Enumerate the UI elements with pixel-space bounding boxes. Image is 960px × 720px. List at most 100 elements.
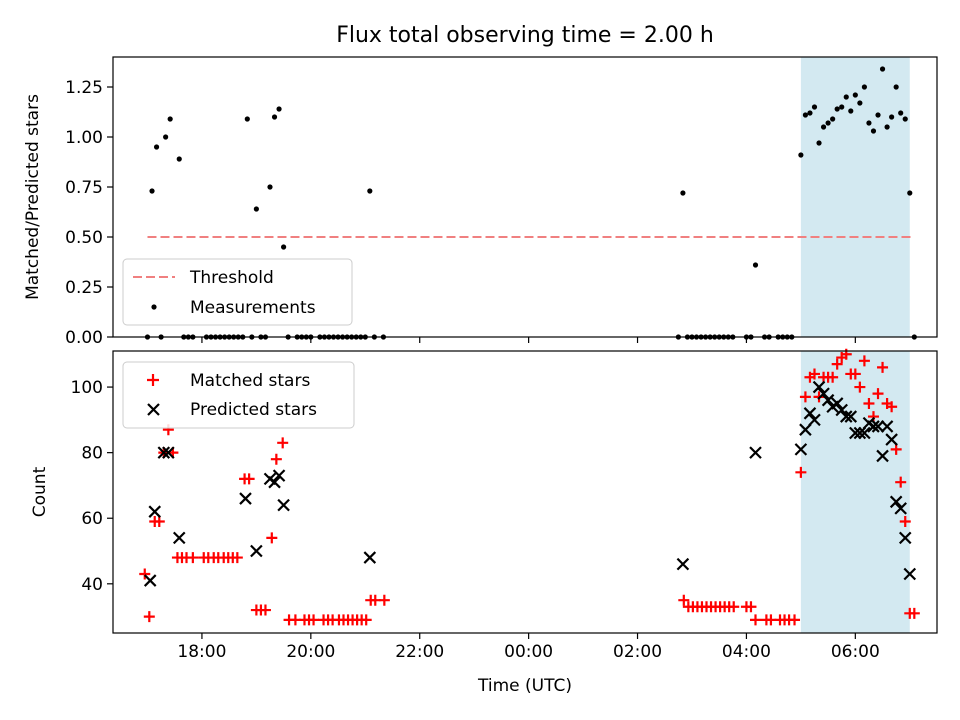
predicted-star-marker [157, 446, 171, 459]
matched-star-marker [854, 381, 866, 393]
measurement-point [176, 156, 182, 162]
measurement-point [153, 144, 160, 150]
predicted-star-marker [835, 403, 848, 417]
predicted-star-marker [172, 531, 186, 545]
y-tick-label: 1.00 [65, 128, 103, 148]
predicted-star-marker [808, 413, 821, 427]
bottom-panel: 40 60 80 100 18:00 20:00 22:00 00:00 02:00 04:00… [30, 348, 938, 696]
measurement-point [907, 190, 913, 196]
predicted-stars-points [143, 380, 917, 587]
predicted-star-marker [839, 410, 853, 423]
y-tick-label: 0.00 [65, 328, 103, 348]
measurement-point [893, 84, 899, 90]
matched-star-marker [153, 516, 165, 528]
x-tick-label: 00:00 [504, 642, 553, 662]
measurements-legend-swatch [151, 304, 157, 310]
matched-star-marker [872, 388, 884, 400]
y-tick-label: 0.50 [65, 228, 103, 248]
measurement-point [820, 124, 827, 130]
measurement-point [367, 188, 373, 194]
matched-star-marker [789, 614, 801, 626]
x-tick-label: 06:00 [831, 642, 880, 662]
matched-star-marker [899, 516, 911, 528]
matched-star-marker [827, 371, 839, 383]
matched-star-marker [243, 473, 255, 485]
measurement-point [281, 244, 287, 250]
matched-star-marker [858, 355, 870, 367]
measurement-point [680, 190, 686, 196]
measurement-point [852, 92, 858, 98]
matched-star-marker [378, 594, 390, 606]
top-y-ticks: 0.00 0.25 0.50 0.75 1.00 1.25 [65, 78, 113, 348]
y-tick-label: 0.75 [65, 178, 103, 198]
matched-star-marker [139, 568, 151, 580]
top-highlight-band [800, 57, 910, 337]
x-tick-label: 04:00 [722, 642, 771, 662]
measurements-points [144, 66, 917, 340]
predicted-star-marker [363, 551, 377, 564]
measurement-point [870, 128, 877, 134]
predicted-legend-label: Predicted stars [190, 400, 317, 420]
measurement-point [807, 110, 813, 116]
matched-star-marker [867, 411, 879, 423]
predicted-star-marker [799, 423, 812, 436]
predicted-star-marker [749, 446, 762, 459]
predicted-star-marker [250, 544, 263, 558]
matched-star-marker [308, 614, 320, 626]
predicted-star-marker [858, 426, 871, 440]
measurement-point [857, 100, 863, 106]
matched-star-marker [908, 607, 920, 619]
matched-star-marker [728, 601, 740, 613]
y-tick-label: 100 [71, 378, 103, 398]
predicted-star-marker [830, 397, 844, 410]
measurement-point [163, 134, 169, 140]
matched-star-marker [849, 368, 861, 380]
matched-star-marker [895, 476, 907, 488]
measurement-point [834, 106, 840, 112]
matched-star-marker [360, 614, 372, 626]
bottom-frame [112, 350, 938, 634]
measurement-point [271, 114, 278, 120]
measurement-point [879, 66, 886, 72]
measurement-point [830, 116, 836, 122]
measurement-point [798, 152, 804, 158]
predicted-star-marker [277, 498, 290, 512]
measurement-point [244, 116, 250, 122]
matched-star-marker [831, 358, 843, 370]
measurement-point [167, 116, 173, 122]
bottom-x-ticks: 18:00 20:00 22:00 00:00 02:00 04:00 06:00 [177, 633, 880, 662]
measurement-point [253, 206, 259, 212]
y-tick-label: 40 [81, 575, 103, 595]
top-legend-box [122, 258, 353, 326]
measurement-point [884, 124, 890, 130]
matched-star-marker [808, 368, 820, 380]
measurement-point [825, 120, 831, 126]
measurements-legend-label: Measurements [190, 298, 316, 318]
x-axis-label: Time (UTC) [477, 676, 572, 696]
predicted-star-marker [871, 420, 885, 433]
chart-title: Flux total observing time = 2.00 h [336, 23, 714, 48]
measurement-point [866, 120, 872, 126]
bottom-highlight-band [800, 351, 910, 633]
predicted-star-marker [885, 433, 898, 446]
top-panel: 0.00 0.25 0.50 0.75 1.00 1.25 Matched/Predict… [23, 56, 938, 348]
matched-star-marker [750, 614, 762, 626]
y-tick-label: 60 [81, 509, 103, 529]
predicted-star-marker [803, 407, 817, 420]
predicted-star-marker [894, 502, 907, 515]
measurement-point [848, 108, 854, 114]
matched-star-marker [259, 604, 271, 616]
matched-legend-swatch [147, 374, 159, 386]
matched-star-marker [270, 453, 282, 465]
predicted-star-marker [239, 492, 252, 505]
matched-star-marker [678, 594, 690, 606]
matched-star-marker [143, 611, 155, 623]
predicted-star-marker [903, 567, 917, 581]
top-y-label: Matched/Predicted stars [23, 94, 43, 300]
predicted-star-marker [817, 387, 830, 400]
measurement-point [149, 188, 155, 194]
predicted-star-marker [889, 495, 903, 509]
measurement-point [898, 110, 904, 116]
predicted-star-marker [853, 426, 867, 440]
predicted-star-marker [794, 443, 808, 456]
